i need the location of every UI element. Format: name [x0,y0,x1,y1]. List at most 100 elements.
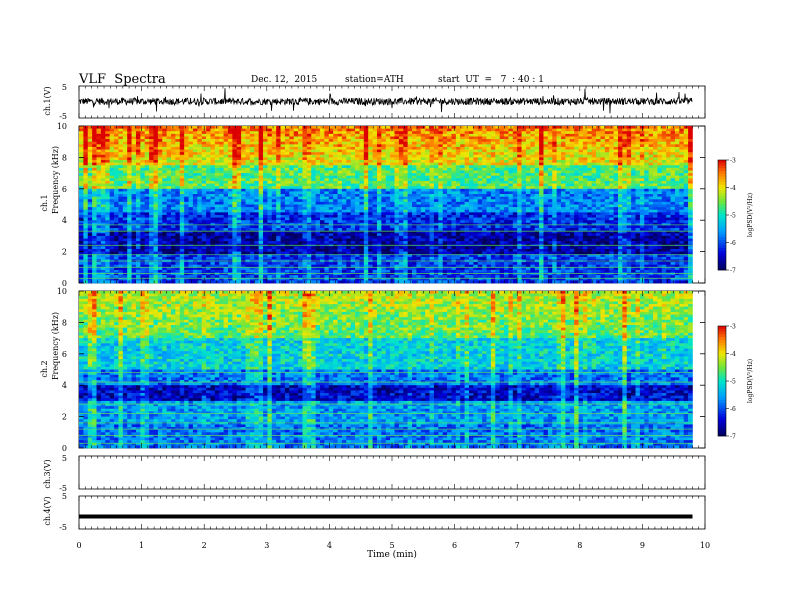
spectrogram-cell [341,157,347,161]
spectrogram-cell [289,139,295,142]
spectrogram-cell [438,160,443,163]
spectrogram-cell [179,204,185,208]
spectrogram-cell [197,212,202,216]
spectrogram-cell [114,128,119,132]
spectrogram-cell [271,173,277,177]
spectrogram-cell [144,191,150,195]
spectrogram-cell [403,154,408,158]
spectrogram-cell [306,277,312,281]
spectrogram-cell [350,222,356,226]
spectrogram-cell [157,133,163,137]
spectrogram-cell [227,267,233,271]
spectrogram-cell [433,160,439,163]
spectrogram-cell [127,241,132,245]
spectrogram-cell [306,254,312,258]
spectrogram-cell [227,196,233,200]
spectrogram-cell [144,154,150,158]
spectrogram-cell [315,241,321,245]
spectrogram-cell [355,225,360,229]
spectrogram-cell [184,180,189,184]
spectrogram-cell [337,170,343,174]
spectrogram-cell [175,136,181,140]
spectrogram-cell [385,141,391,145]
spectrogram-cell [157,201,163,205]
spectrogram-cell [258,230,264,234]
spectrogram-cell [122,251,128,255]
spectrogram-cell [350,162,356,166]
spectrogram-cell [280,280,286,284]
spectrogram-cell [179,141,185,145]
spectrogram-cell [232,149,238,153]
spectrogram-cell [368,201,373,205]
spectrogram-cell [320,162,325,166]
spectrogram-cell [153,196,159,200]
spectrogram-cell [381,136,387,140]
spectrogram-cell [311,262,316,265]
spectrogram-cell [289,220,295,224]
spectrogram-cell [135,272,141,276]
spectrogram-cell [206,194,211,197]
spectrogram-cell [79,228,84,231]
spectrogram-cell [118,267,124,271]
spectrogram-cell [363,175,369,179]
spectrogram-cell [157,144,163,148]
spectrogram-cell [263,235,268,239]
spectrogram-cell [284,209,290,213]
spectrogram-cell [263,246,268,250]
spectrogram-cell [355,144,360,148]
spectrogram-cell [416,178,422,182]
spectrogram-cell [118,128,124,132]
spectrogram-cell [100,144,106,148]
spectrogram-cell [425,188,430,192]
spectrogram-cell [249,201,255,205]
spectrogram-cell [96,186,102,190]
spectrogram-cell [258,196,264,200]
spectrogram-cell [109,207,115,211]
spectrogram-cell [171,165,176,169]
spectrogram-cell [363,178,369,182]
spectrogram-cell [293,222,299,226]
spectrogram-cell [302,146,308,150]
spectrogram-cell [315,269,321,273]
spectrogram-cell [302,220,308,224]
spectrogram-cell [232,233,238,237]
spectrogram-cell [271,126,277,129]
spectrogram-cell [188,180,194,184]
spectrogram-cell [280,241,286,245]
spectrogram-cell [425,280,430,284]
spectrogram-cell [258,251,264,255]
spectrogram-cell [302,173,308,177]
spectrogram-cell [407,225,413,229]
spectrogram-cell [376,165,382,169]
spectrogram-cell [359,157,365,161]
spectrogram-cell [184,126,189,129]
spectrogram-cell [306,207,312,211]
spectrogram-cell [87,280,93,284]
spectrogram-cell [289,146,295,150]
spectrogram-cell [223,126,229,129]
spectrogram-cell [135,207,141,211]
spectrogram-cell [376,212,382,216]
spectrogram-cell [83,139,89,142]
spectrogram-cell [219,146,224,150]
spectrogram-cell [324,248,330,252]
spectrogram-cell [368,275,373,279]
spectrogram-cell [201,262,207,265]
spectrogram-cell [219,280,224,284]
spectrogram-cell [153,186,159,190]
spectrogram-cell [298,277,303,281]
spectrogram-cell [438,264,443,268]
spectrogram-cell [306,233,312,237]
spectrogram-cell [140,144,146,148]
spectrogram-cell [425,167,430,171]
spectrogram-cell [175,167,181,171]
spectrogram-cell [293,225,299,229]
spectrogram-cell [416,162,422,166]
spectrogram-cell [376,183,382,187]
spectrogram-cell [302,241,308,245]
spectrogram-cell [188,160,194,163]
spectrogram-cell [127,141,132,145]
spectrogram-cell [127,191,132,195]
spectrogram-cell [227,136,233,140]
spectrogram-cell [122,133,128,137]
